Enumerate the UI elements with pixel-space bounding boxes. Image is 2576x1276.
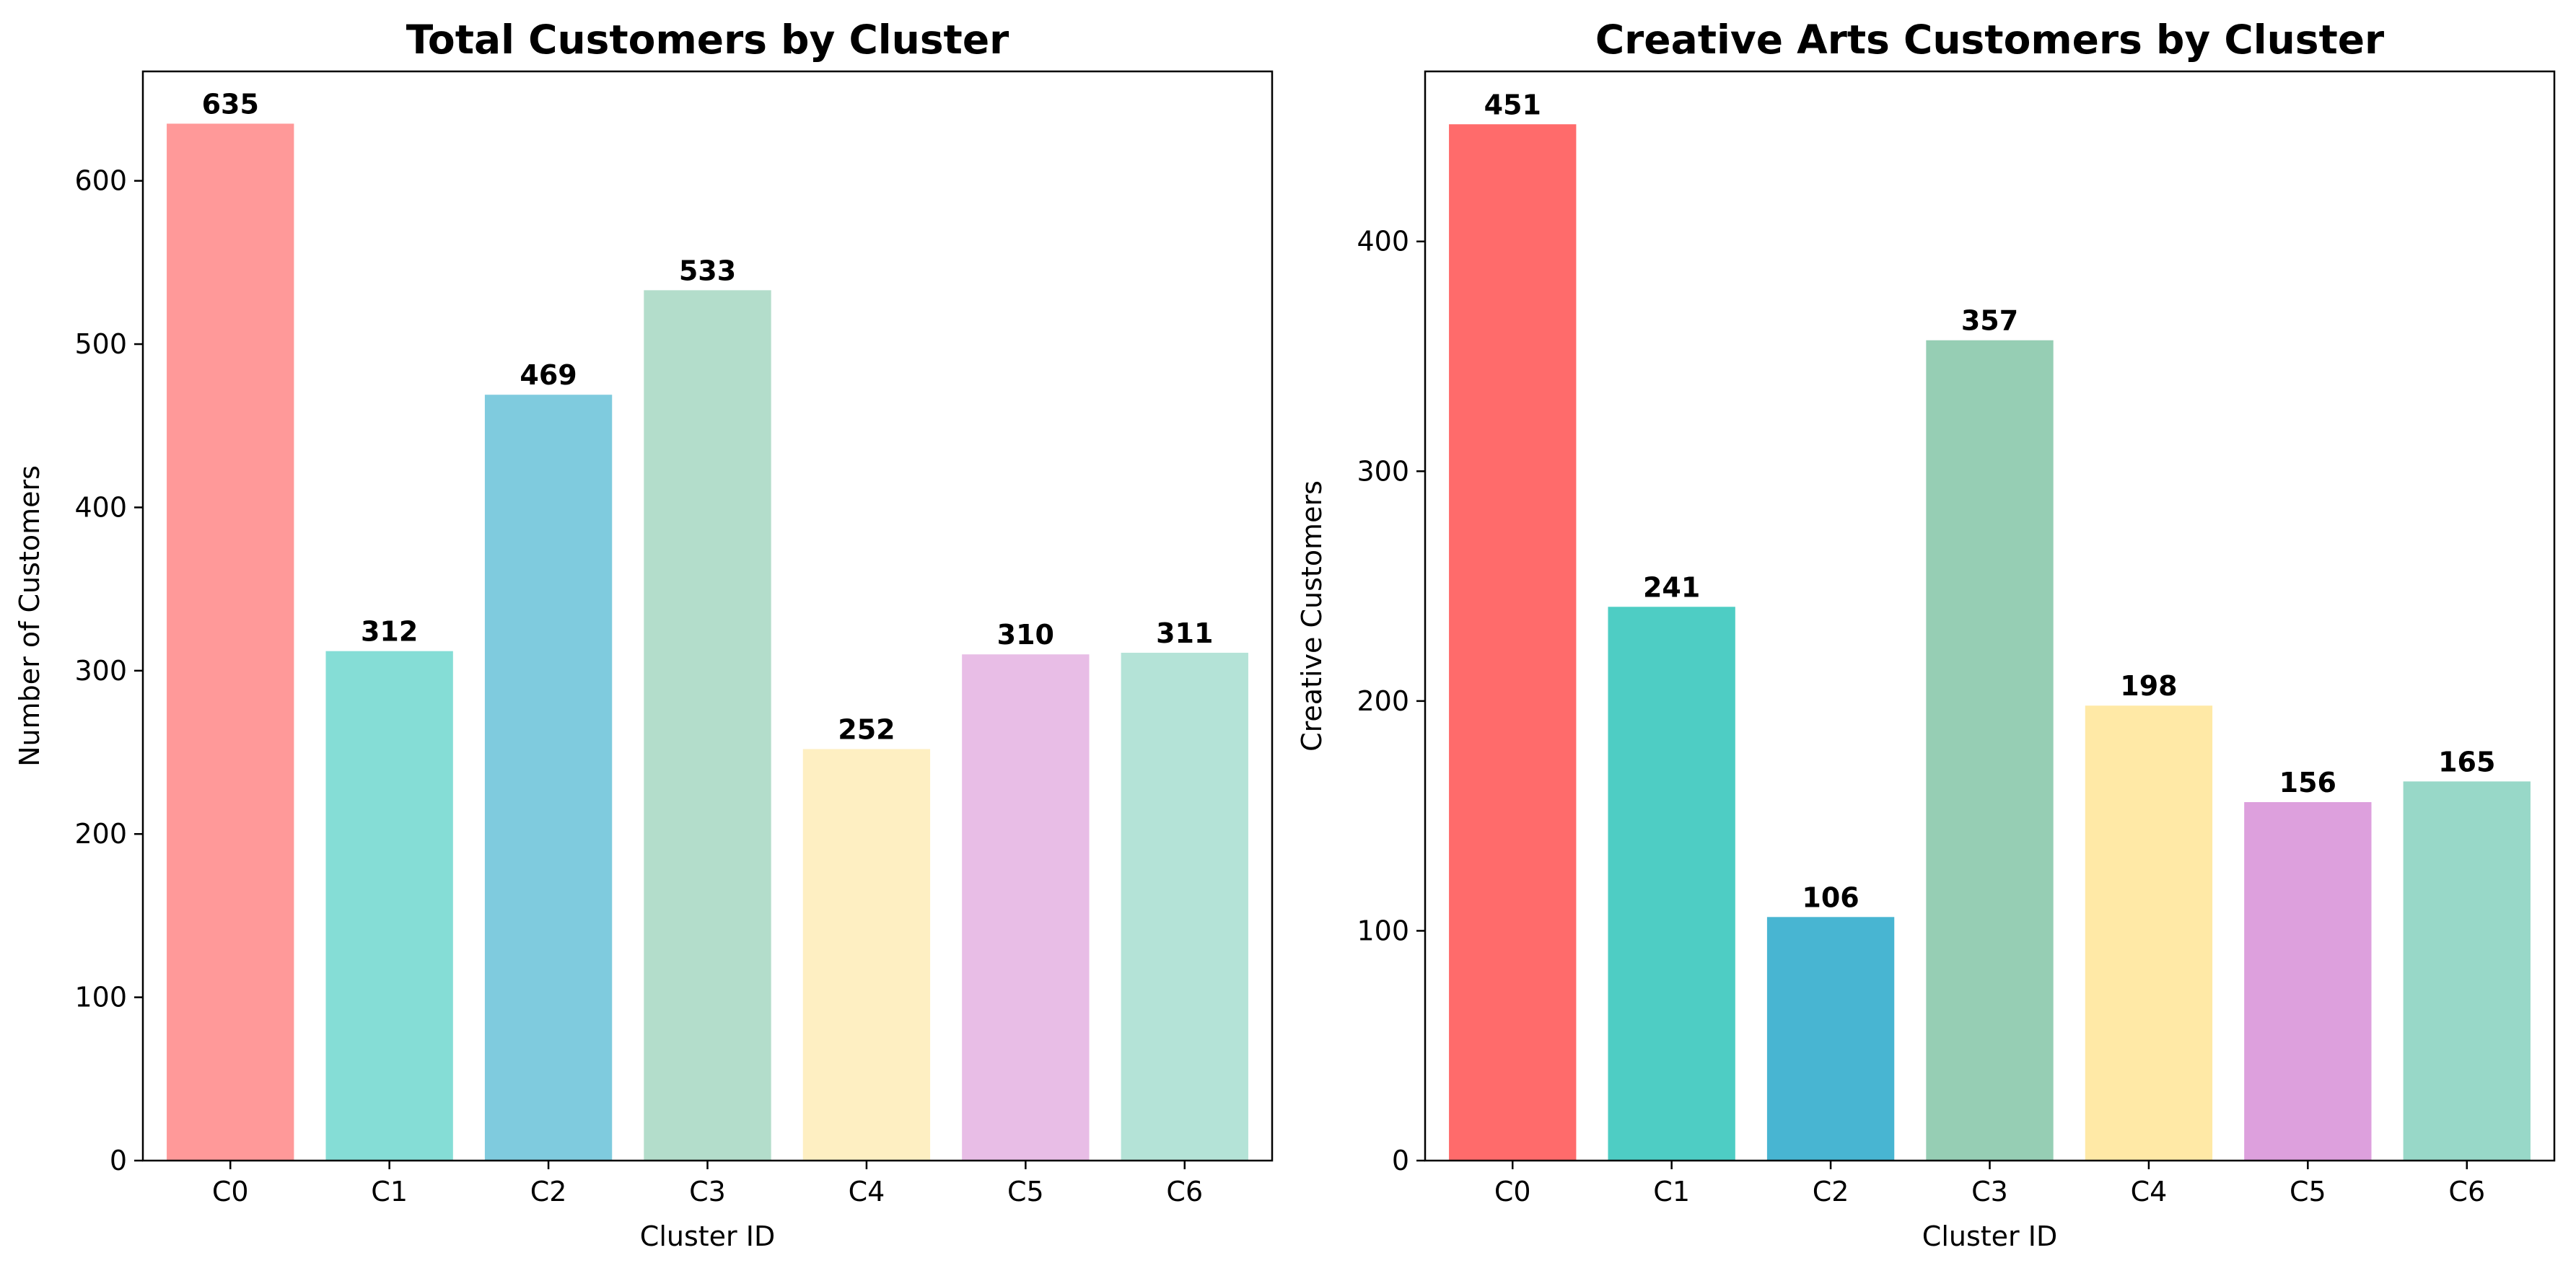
bar-c3	[1926, 340, 2054, 1161]
data-label-c3: 357	[1961, 305, 2018, 337]
data-label-c0: 451	[1484, 89, 1541, 120]
chart-total-customers: Total Customers by Cluster Cluster ID Nu…	[14, 17, 1274, 1252]
bar-c5	[962, 654, 1090, 1161]
x-tick-label-c3: C3	[1971, 1176, 2008, 1207]
bar-c5	[2244, 802, 2372, 1161]
data-label-c3: 533	[679, 255, 736, 286]
x-tick-label-c2: C2	[530, 1176, 567, 1207]
bar-c2	[484, 395, 613, 1161]
plot-frame	[1424, 70, 2556, 1162]
data-label-c1: 241	[1643, 571, 1700, 603]
x-tick-label-c5: C5	[2290, 1176, 2326, 1207]
x-tick-label-c0: C0	[1494, 1176, 1531, 1207]
y-tick-label-200: 200	[1357, 685, 1409, 717]
data-label-c0: 635	[202, 88, 259, 120]
bar-c6	[2403, 781, 2531, 1161]
data-labels: 635 312 469 533 252 310 311	[202, 88, 1214, 745]
x-tick-label-c4: C4	[849, 1176, 885, 1207]
bar-c2	[1766, 917, 1895, 1161]
bar-c0	[167, 123, 294, 1161]
data-label-c1: 312	[361, 616, 418, 648]
y-axis-label: Number of Customers	[14, 465, 45, 767]
data-label-c6: 311	[1156, 617, 1213, 649]
y-axis-label: Creative Customers	[1296, 480, 1328, 752]
x-tick-label-c0: C0	[212, 1176, 249, 1207]
x-ticks: C0 C1 C2 C3 C4 C5 C6	[212, 1161, 1203, 1207]
data-label-c4: 198	[2120, 670, 2177, 702]
chart-title: Creative Arts Customers by Cluster	[1595, 17, 2384, 63]
y-tick-label-200: 200	[74, 818, 127, 850]
chart-creative-customers: Creative Arts Customers by Cluster Clust…	[1296, 17, 2556, 1252]
x-tick-label-c4: C4	[2131, 1176, 2168, 1207]
data-label-c2: 469	[520, 359, 577, 391]
x-tick-label-c6: C6	[2448, 1176, 2485, 1207]
x-tick-label-c2: C2	[1813, 1176, 1849, 1207]
bar-c4	[802, 749, 931, 1161]
data-label-c5: 156	[2279, 767, 2336, 798]
data-label-c5: 310	[997, 619, 1054, 651]
y-tick-label-0: 0	[110, 1145, 127, 1176]
y-ticks: 0 100 200 300 400 500 600	[74, 165, 143, 1176]
y-tick-label-500: 500	[74, 328, 127, 360]
y-tick-label-300: 300	[1357, 455, 1409, 487]
y-tick-label-100: 100	[1357, 915, 1409, 946]
y-tick-label-100: 100	[74, 982, 127, 1013]
x-tick-label-c1: C1	[1653, 1176, 1690, 1207]
y-tick-label-600: 600	[74, 165, 127, 197]
bar-c3	[644, 290, 771, 1161]
y-ticks: 0 100 200 300 400	[1357, 226, 1425, 1176]
x-tick-label-c6: C6	[1166, 1176, 1203, 1207]
bars	[1449, 124, 2531, 1161]
y-tick-label-300: 300	[74, 655, 127, 687]
x-axis-label: Cluster ID	[1922, 1220, 2057, 1252]
x-tick-label-c3: C3	[689, 1176, 726, 1207]
bar-c1	[1608, 607, 1735, 1161]
data-label-c6: 165	[2438, 746, 2495, 778]
plot-frame	[141, 70, 1274, 1162]
x-tick-label-c5: C5	[1007, 1176, 1044, 1207]
data-label-c2: 106	[1802, 881, 1859, 913]
bar-c1	[325, 651, 453, 1161]
bars	[167, 123, 1248, 1161]
x-tick-label-c1: C1	[371, 1176, 408, 1207]
data-label-c4: 252	[838, 714, 895, 746]
y-tick-label-400: 400	[1357, 226, 1409, 258]
x-axis-label: Cluster ID	[640, 1220, 775, 1252]
y-tick-label-0: 0	[1392, 1145, 1409, 1176]
bar-c4	[2085, 705, 2213, 1161]
x-ticks: C0 C1 C2 C3 C4 C5 C6	[1494, 1161, 2485, 1207]
bar-c6	[1121, 652, 1248, 1161]
chart-title: Total Customers by Cluster	[406, 17, 1009, 63]
y-tick-label-400: 400	[74, 491, 127, 523]
data-labels: 451 241 106 357 198 156 165	[1484, 89, 2496, 913]
bar-c0	[1449, 124, 1577, 1161]
